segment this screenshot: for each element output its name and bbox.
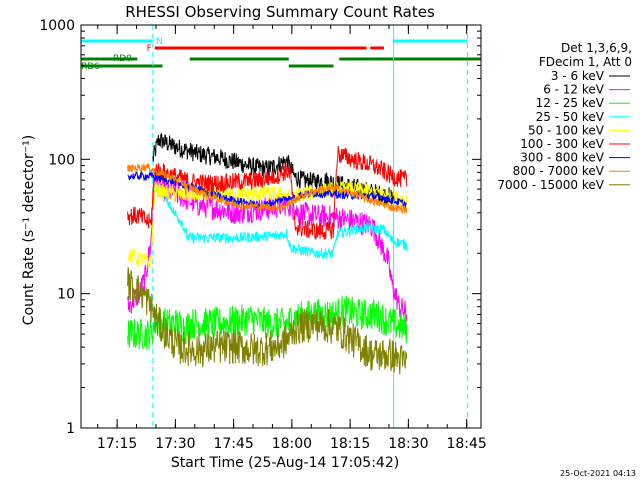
chart-title: RHESSI Observing Summary Count Rates: [125, 3, 435, 21]
x-tick-label: 17:30: [155, 436, 195, 452]
x-tick-label: 18:15: [330, 436, 370, 452]
x-tick-label: 18:30: [388, 436, 428, 452]
legend-label-6-12-kev: 6 - 12 keV: [543, 83, 605, 97]
legend-label-25-50-kev: 25 - 50 keV: [536, 110, 605, 124]
series-line-800-7000-kev: [127, 163, 408, 214]
legend-label-50-100-kev: 50 - 100 keV: [528, 123, 605, 137]
legend-label-100-300-kev: 100 - 300 keV: [520, 137, 604, 151]
series-line-50-100-kev: [127, 180, 408, 270]
flag-label-rd6: RD6: [81, 62, 100, 72]
y-tick-label: 1000: [39, 18, 75, 34]
legend-label-300-800-kev: 300 - 800 keV: [520, 151, 604, 165]
legend-label-12-25-kev: 12 - 25 keV: [536, 96, 605, 110]
x-axis-label: Start Time (25-Aug-14 17:05:42): [171, 455, 399, 471]
x-tick-label: 17:15: [97, 436, 137, 452]
legend-label-3-6-kev: 3 - 6 keV: [551, 69, 605, 83]
y-tick-label: 100: [48, 152, 75, 168]
legend-label-800-7000-kev: 800 - 7000 keV: [513, 164, 605, 178]
series-line-100-300-kev: [127, 146, 408, 240]
y-tick-label: 10: [57, 287, 75, 303]
plot-frame: [80, 24, 482, 429]
y-axis-label: Count Rate (s⁻¹ detector⁻¹): [21, 135, 37, 325]
y-tick-label: 1: [66, 421, 75, 437]
flag-label-f: F: [147, 44, 152, 54]
series-line-12-25-kev: [127, 295, 408, 351]
series-line-25-50-kev: [152, 181, 408, 260]
series-line-7000-15000-kev: [127, 267, 408, 375]
timestamp-label: 25-Oct-2021 04:13: [560, 469, 636, 478]
legend: Det 1,3,6,9, FDecim 1, Att 0 3 - 6 keV6 …: [497, 41, 632, 192]
legend-header-line2: FDecim 1, Att 0: [539, 55, 632, 69]
series-line-6-12-kev: [127, 174, 408, 322]
flag-label-rd0: RD0: [113, 54, 132, 64]
x-tick-label: 18:45: [446, 436, 486, 452]
flag-label-n: N: [156, 37, 163, 47]
x-tick-label: 17:45: [213, 436, 253, 452]
x-tick-label: 18:00: [272, 436, 312, 452]
legend-label-7000-15000-kev: 7000 - 15000 keV: [497, 178, 604, 192]
legend-header-line1: Det 1,3,6,9,: [561, 41, 632, 55]
